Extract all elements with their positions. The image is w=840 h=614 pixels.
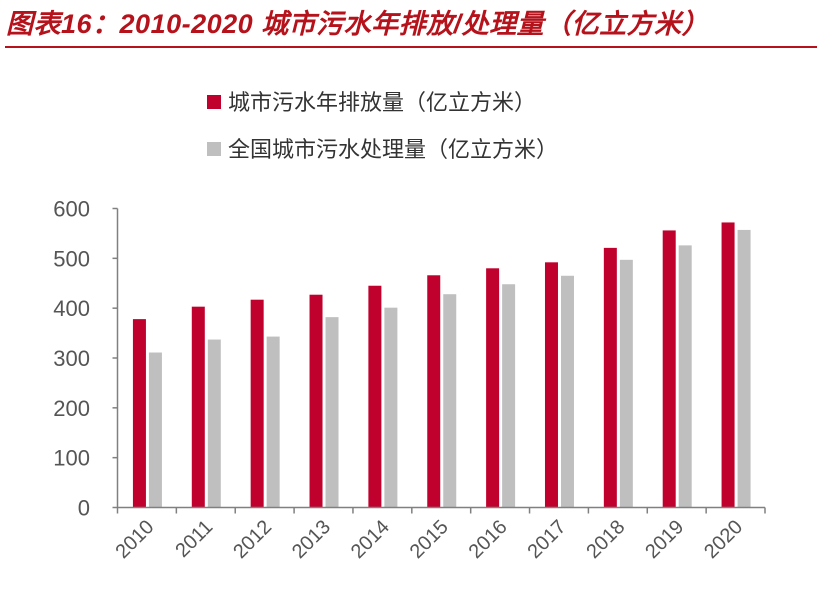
x-tick-label: 2013 [288, 516, 335, 563]
y-tick-label: 600 [53, 197, 90, 222]
bar-2012-series-2 [266, 336, 280, 508]
bar-2020-series-1 [721, 222, 735, 508]
y-tick-label: 100 [53, 446, 90, 471]
x-tick-label: 2019 [641, 516, 688, 563]
bar-2019-series-1 [662, 230, 676, 508]
bar-2016-series-1 [486, 268, 500, 508]
bar-2019-series-2 [678, 245, 692, 508]
x-tick-label: 2011 [171, 516, 217, 562]
bar-2014-series-1 [368, 285, 382, 508]
bar-2014-series-2 [384, 307, 398, 508]
y-tick-label: 0 [78, 496, 90, 521]
x-tick-label: 2020 [700, 516, 747, 563]
bar-2020-series-2 [737, 229, 751, 508]
x-tick-label: 2016 [465, 516, 512, 563]
bar-2010-series-1 [132, 319, 146, 508]
bar-2012-series-1 [250, 299, 264, 508]
chart-title: 图表16：2010-2020 城市污水年排放/处理量（亿立方米） [6, 9, 710, 39]
y-tick-label: 500 [53, 246, 90, 271]
bar-2011-series-2 [207, 339, 221, 508]
x-tick-label: 2012 [229, 516, 276, 563]
bar-2013-series-2 [325, 317, 339, 508]
y-tick-label: 200 [53, 396, 90, 421]
bar-2018-series-1 [603, 247, 617, 508]
y-tick-label: 300 [53, 346, 90, 371]
x-tick-label: 2014 [347, 516, 394, 563]
bar-2010-series-2 [148, 352, 162, 508]
legend-swatch-1 [207, 95, 221, 109]
bar-2016-series-2 [502, 284, 516, 508]
bar-2017-series-1 [544, 262, 558, 508]
x-tick-label: 2010 [111, 516, 158, 563]
x-tick-label: 2015 [406, 516, 453, 563]
x-tick-label: 2017 [523, 516, 570, 563]
y-tick-label: 400 [53, 296, 90, 321]
bar-2018-series-2 [619, 259, 633, 508]
bar-2017-series-2 [560, 275, 574, 508]
legend-swatch-2 [207, 142, 221, 156]
bar-2011-series-1 [191, 306, 205, 508]
bar-2015-series-2 [443, 294, 457, 508]
bar-2013-series-1 [309, 294, 323, 508]
bar-2015-series-1 [427, 275, 441, 508]
title-divider [5, 46, 817, 48]
legend-label-1: 城市污水年排放量（亿立方米） [228, 91, 536, 116]
legend-label-2: 全国城市污水处理量（亿立方米） [228, 138, 558, 163]
x-tick-label: 2018 [582, 516, 629, 563]
